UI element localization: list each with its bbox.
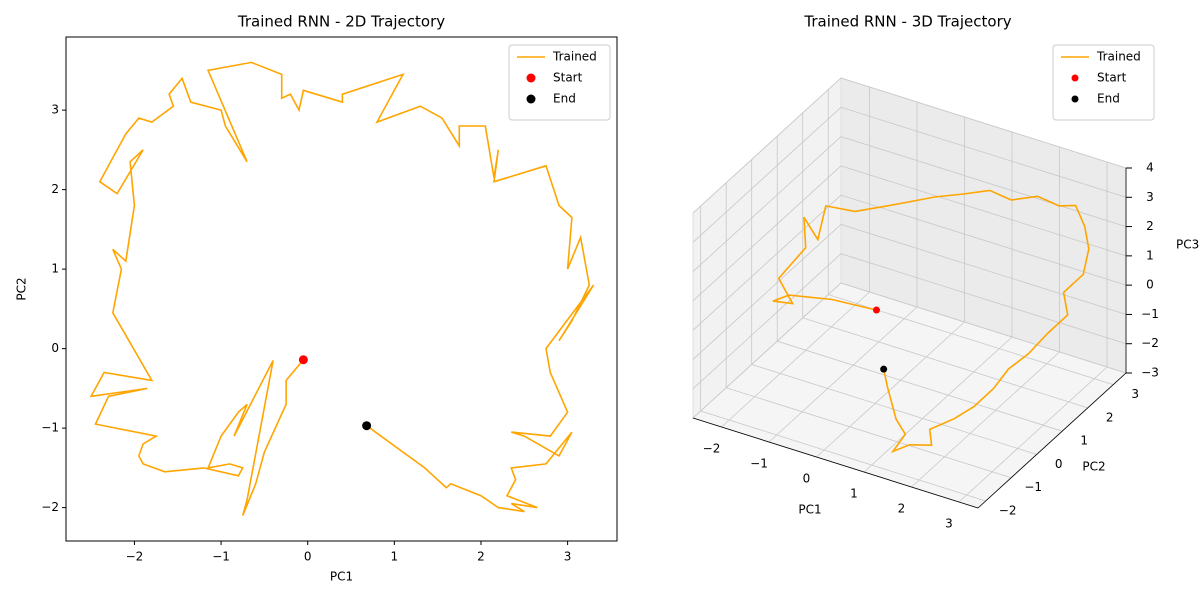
- grid-line: [692, 106, 842, 243]
- x-tick-label: −2: [126, 550, 144, 564]
- plot-frame: [65, 36, 618, 542]
- y-tick-label: −2: [999, 504, 1017, 518]
- grid-line: [840, 253, 1127, 345]
- grid-line: [726, 387, 1012, 479]
- y-tick-label: 3: [1131, 387, 1139, 401]
- z-tick-label: 2: [1146, 219, 1154, 233]
- z-tick-label: 1: [1146, 248, 1154, 262]
- grid-line: [721, 291, 870, 428]
- marker: [298, 355, 308, 365]
- grid-line: [802, 317, 1088, 409]
- legend-label: Start: [553, 71, 583, 85]
- y-tick-label: −1: [1024, 480, 1042, 494]
- x-tick-label: 0: [304, 550, 312, 564]
- grid-line: [700, 410, 986, 502]
- grid-line: [958, 366, 1108, 503]
- y-tick-label: 1: [1080, 434, 1088, 448]
- grid-line: [816, 321, 965, 458]
- grid-line: [692, 253, 842, 390]
- y-tick-label: 0: [51, 341, 59, 355]
- legend-label: Trained: [1096, 50, 1141, 64]
- chart-title: Trained RNN - 2D Trajectory: [237, 13, 445, 31]
- marker: [880, 365, 888, 373]
- chart-title: Trained RNN - 3D Trajectory: [803, 13, 1011, 31]
- z-tick-label: 0: [1146, 278, 1154, 292]
- grid-line: [840, 165, 1127, 257]
- x-tick-label: 1: [391, 550, 399, 564]
- x-axis-line: [692, 417, 979, 509]
- legend-swatch: [526, 73, 536, 83]
- grid-line: [911, 351, 1060, 488]
- trajectory-line: [89, 61, 595, 516]
- grid-line: [768, 306, 918, 443]
- grid-line: [692, 224, 842, 360]
- grid-line: [863, 336, 1013, 473]
- x-tick-label: 2: [477, 550, 485, 564]
- legend-swatch: [1071, 74, 1079, 82]
- x-tick-label: 1: [850, 487, 858, 501]
- legend-label: Start: [1097, 71, 1127, 85]
- grid-line: [840, 77, 1127, 169]
- grid-line: [840, 194, 1127, 286]
- z-axis-label: PC3: [1176, 238, 1199, 252]
- x-tick-label: 3: [945, 517, 953, 531]
- y-axis-line: [977, 372, 1127, 509]
- x-tick-label: 2: [898, 502, 906, 516]
- legend-label: Trained: [552, 50, 597, 64]
- x-tick-label: −2: [703, 442, 721, 456]
- grid-line: [840, 106, 1127, 198]
- trajectory-line: [772, 189, 1090, 454]
- x-tick-label: −1: [750, 457, 768, 471]
- grid-line: [692, 165, 842, 302]
- grid-line: [840, 224, 1127, 315]
- grid-line: [840, 282, 1127, 374]
- x-tick-label: 0: [803, 472, 811, 486]
- y-tick-label: 2: [51, 182, 59, 196]
- x-axis-label: PC1: [798, 503, 821, 517]
- z-tick-label: 4: [1146, 161, 1154, 175]
- grid-line: [777, 340, 1063, 432]
- z-tick-label: −1: [1141, 307, 1159, 321]
- legend-label: End: [1097, 92, 1120, 106]
- x-tick-label: −1: [212, 550, 230, 564]
- grid-line: [692, 136, 842, 272]
- legend-box: [1052, 44, 1155, 121]
- y-tick-label: 3: [51, 103, 59, 117]
- x-tick-label: 3: [564, 550, 572, 564]
- y-tick-label: −2: [41, 500, 59, 514]
- y-tick-label: −1: [41, 421, 59, 435]
- x-axis-label: PC1: [330, 570, 353, 584]
- z-tick-label: −2: [1141, 336, 1159, 350]
- grid-line: [692, 282, 842, 419]
- z-tick-label: −3: [1141, 366, 1159, 380]
- grid-line: [692, 77, 842, 214]
- legend-label: End: [553, 92, 576, 106]
- y-tick-label: 1: [51, 262, 59, 276]
- marker: [362, 421, 372, 431]
- y-axis-label: PC2: [15, 277, 29, 300]
- y-tick-label: 2: [1106, 410, 1114, 424]
- legend-swatch: [1071, 95, 1079, 103]
- grid-line: [692, 194, 842, 331]
- z-tick-label: 3: [1146, 190, 1154, 204]
- y-tick-label: 0: [1055, 457, 1063, 471]
- legend-swatch: [526, 94, 536, 104]
- marker: [872, 306, 880, 314]
- y-axis-label: PC2: [1082, 460, 1105, 474]
